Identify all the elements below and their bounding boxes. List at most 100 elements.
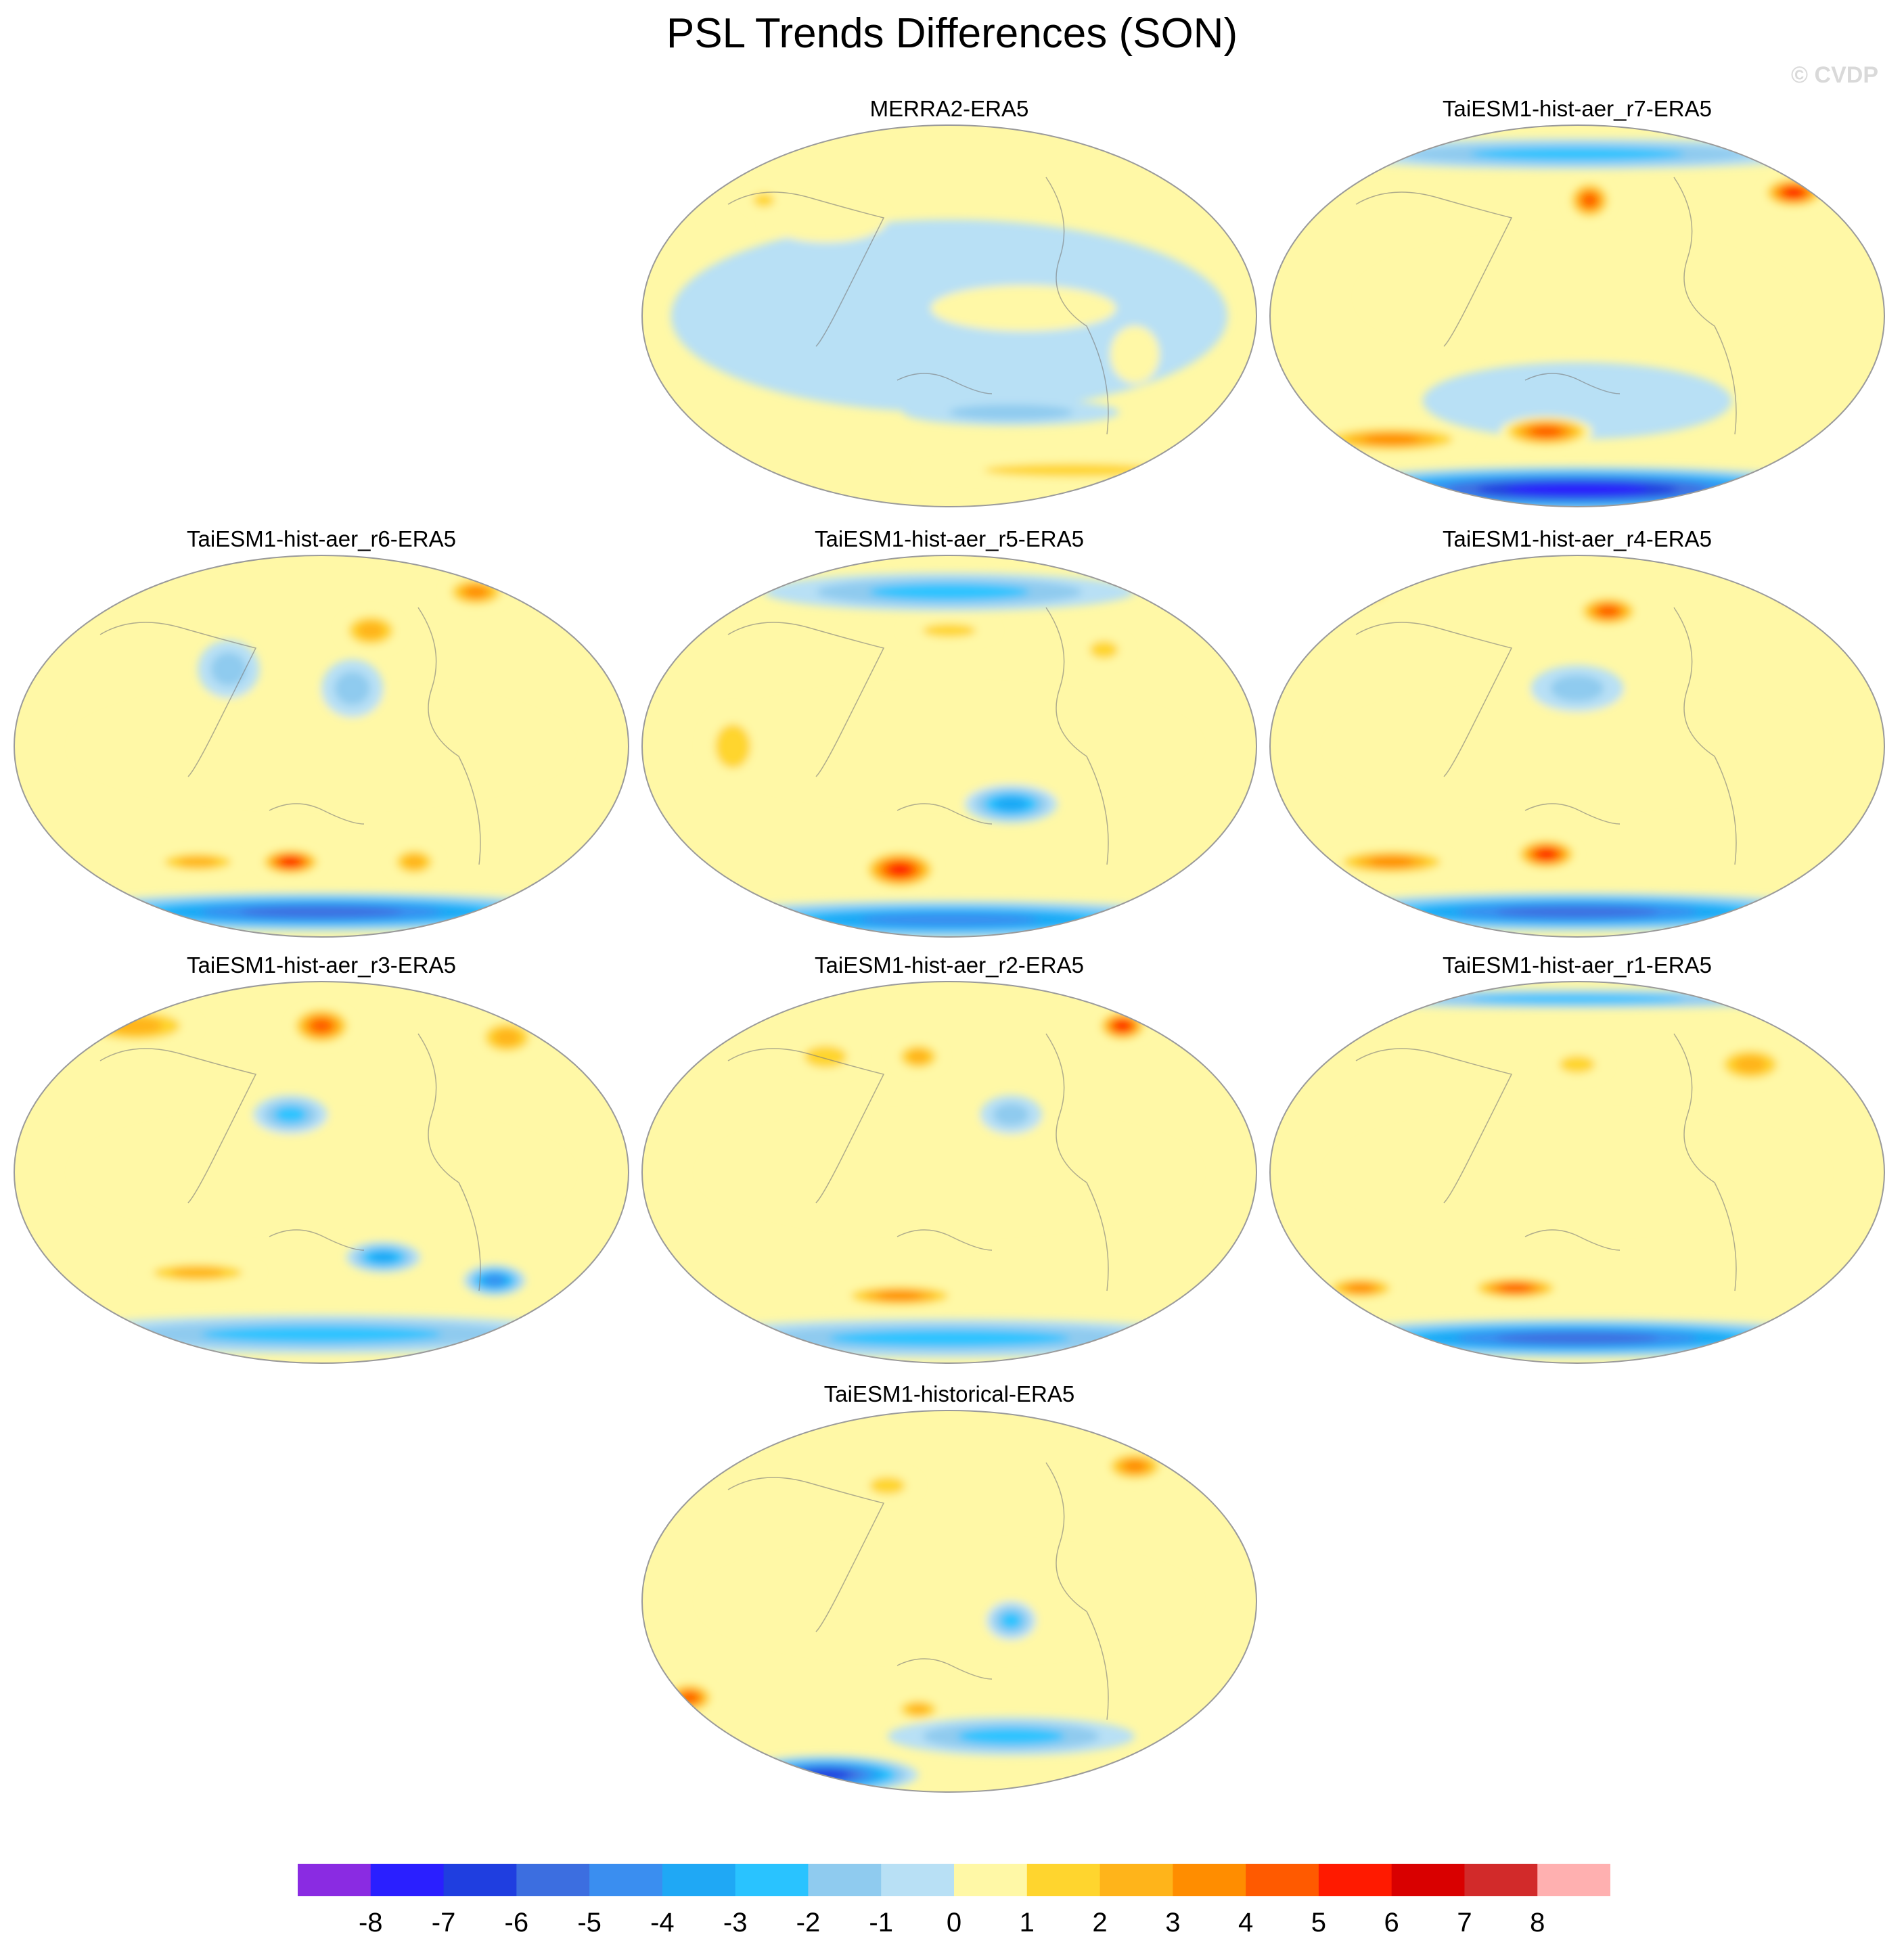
map-field (1270, 125, 1884, 507)
map-panel-r6: TaiESM1-hist-aer_r6-ERA5 (7, 526, 636, 946)
map-panel-r1: TaiESM1-hist-aer_r1-ERA5 (1263, 953, 1892, 1372)
contour-region (1361, 239, 1794, 354)
colorbar-tick-label: -4 (650, 1908, 675, 1937)
panel-title: MERRA2-ERA5 (869, 96, 1029, 121)
colorbar: -8 -7 -6 -5 -4 -3 -2 -1 0 1 2 3 4 5 6 7 8 (298, 1864, 1610, 1938)
panel-title: TaiESM1-hist-aer_r6-ERA5 (187, 526, 456, 551)
contour-region (311, 1019, 332, 1032)
colorbar-swatch (443, 1864, 517, 1896)
contour-region (1550, 674, 1604, 702)
colorbar-swatch (1100, 1864, 1173, 1896)
colorbar-tick-label: 6 (1384, 1908, 1399, 1937)
colorbar-swatch (1537, 1864, 1610, 1896)
contour-region (1782, 584, 1806, 599)
contour-region (274, 1106, 307, 1123)
contour-region (1775, 580, 1813, 604)
colorbar-tick-label: -7 (432, 1908, 456, 1937)
contour-region (753, 193, 775, 207)
colorbar-tick-label: 1 (1020, 1908, 1035, 1937)
contour-region (994, 797, 1028, 811)
map-field (642, 125, 1256, 507)
contour-region (403, 855, 425, 869)
colorbar-swatch (589, 1864, 663, 1896)
contour-region (1336, 582, 1386, 601)
contour-region (1537, 849, 1556, 859)
contour-region (957, 1728, 1065, 1745)
map-outline (641, 555, 1257, 938)
colorbar-swatch (735, 1864, 809, 1896)
contour-region (828, 1329, 1070, 1347)
contour-region (1496, 906, 1658, 918)
panel-title: TaiESM1-hist-aer_r7-ERA5 (1443, 96, 1712, 121)
contour-region (1115, 1021, 1130, 1031)
colorbar-tick-label: -5 (577, 1908, 602, 1937)
colorbar-swatch (1464, 1864, 1538, 1896)
contour-region (1123, 1461, 1146, 1472)
colorbar-tick-label: 2 (1092, 1908, 1107, 1937)
contour-region (171, 1267, 225, 1278)
map-outline (641, 1410, 1257, 1793)
map-r5 (641, 555, 1257, 938)
contour-region (74, 688, 569, 804)
map-outline (14, 981, 629, 1364)
contour-region (1363, 434, 1420, 444)
contour-region (1786, 587, 1801, 597)
contour-region (1559, 1055, 1595, 1074)
map-outline (641, 124, 1257, 507)
map-outline (14, 555, 629, 938)
map-field (1270, 982, 1884, 1363)
coastline-lines (1355, 177, 1737, 435)
map-panel-r4: TaiESM1-hist-aer_r4-ERA5 (1263, 526, 1892, 946)
contour-region (869, 1476, 905, 1495)
colorbar-tick-label: 3 (1165, 1908, 1180, 1937)
coastline-lines (99, 1033, 481, 1291)
map-r1 (1269, 981, 1885, 1364)
colorbar-tick-label: 5 (1311, 1908, 1326, 1937)
panel-title: TaiESM1-hist-aer_r4-ERA5 (1443, 526, 1712, 551)
colorbar-swatch (881, 1864, 955, 1896)
contour-region (702, 1543, 1197, 1659)
map-panel-r5: TaiESM1-hist-aer_r5-ERA5 (635, 526, 1264, 946)
map-r3 (14, 981, 629, 1364)
contour-region (1496, 1332, 1658, 1344)
coastline-lines (99, 607, 481, 865)
coastline-lines (727, 177, 1109, 435)
contour-region (74, 1114, 569, 1231)
colorbar-tick-label: -6 (505, 1908, 529, 1937)
map-outline (1269, 555, 1885, 938)
map-panel-r2: TaiESM1-hist-aer_r2-ERA5 (635, 953, 1264, 1372)
contour-region (493, 1029, 521, 1046)
contour-region (1531, 426, 1562, 437)
colorbar-swatch (1318, 1864, 1392, 1896)
contour-region (1342, 585, 1379, 599)
contour-region (1788, 589, 1799, 595)
map-r7 (1269, 124, 1885, 507)
map-outline (641, 981, 1257, 1364)
panel-title: TaiESM1-hist-aer_r2-ERA5 (815, 953, 1084, 978)
colorbar-tick-label: 0 (947, 1908, 961, 1937)
coastline-lines (1355, 1033, 1737, 1291)
panel-title: TaiESM1-hist-aer_r1-ERA5 (1443, 953, 1712, 978)
contour-region (357, 622, 384, 639)
contour-region (1369, 856, 1414, 867)
map-outline (1269, 981, 1885, 1364)
contour-region (860, 913, 1039, 926)
colorbar-swatch (298, 1864, 371, 1896)
contour-region (1330, 1114, 1825, 1231)
contour-region (210, 652, 247, 686)
colorbar-tick-label: -1 (869, 1908, 893, 1937)
panel-title: TaiESM1-historical-ERA5 (823, 1381, 1075, 1406)
colorbar-swatch (1173, 1864, 1246, 1896)
map-field (642, 555, 1256, 937)
contour-region (949, 405, 1074, 420)
colorbar-tick-label: -8 (359, 1908, 383, 1937)
map-merra2 (641, 124, 1257, 507)
coastline-lines (727, 1462, 1109, 1720)
contour-region (907, 1704, 930, 1715)
contour-region (240, 906, 403, 918)
contour-region (1505, 483, 1649, 496)
contour-region (1330, 688, 1825, 804)
contour-region (1422, 362, 1732, 440)
contour-region (1470, 147, 1685, 161)
contour-region (715, 724, 751, 769)
